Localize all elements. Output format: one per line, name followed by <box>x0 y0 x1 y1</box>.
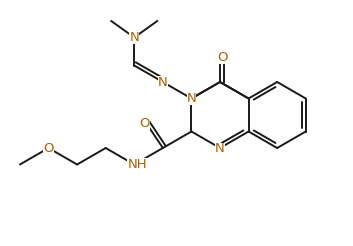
Text: N: N <box>158 76 168 89</box>
Text: O: O <box>217 51 227 64</box>
Text: O: O <box>43 141 54 154</box>
Text: N: N <box>215 142 225 155</box>
Text: N: N <box>130 31 139 44</box>
Text: O: O <box>139 117 150 130</box>
Text: NH: NH <box>127 158 147 171</box>
Text: N: N <box>186 92 196 105</box>
